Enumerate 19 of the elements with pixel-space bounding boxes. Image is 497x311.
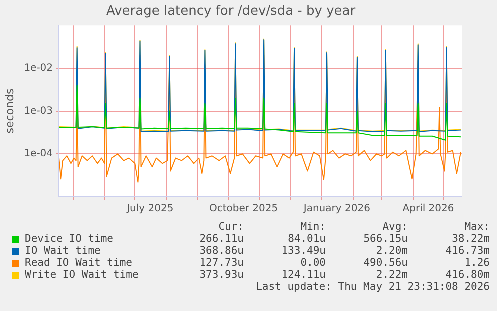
legend-label: IO Wait time	[25, 245, 101, 257]
text: 368.86u 133.49u 2.20m 416.73m	[200, 245, 490, 257]
x-tick-label: April 2026	[402, 204, 454, 215]
text: 373.93u 124.11u 2.22m 416.80m	[200, 269, 490, 281]
legend-label: Read IO Wait time	[25, 257, 132, 269]
text: 266.11u 84.01u 566.15u 38.22m	[200, 233, 490, 245]
legend-label: Device IO time	[25, 233, 114, 245]
text: Cur: Min: Avg: Max:	[218, 221, 490, 233]
y-tick-label: 1e-04	[24, 148, 54, 160]
text: 127.73u 0.00 490.56u 1.26	[200, 257, 490, 269]
text: Last update: Thu May 21 23:31:08 2026	[255, 281, 490, 293]
y-tick-label: 1e-02	[24, 63, 54, 74]
y-axis-title: seconds	[3, 88, 16, 134]
legend-label: Write IO Wait time	[25, 269, 139, 281]
x-tick-label: July 2025	[126, 204, 174, 215]
x-tick-label: January 2026	[302, 204, 370, 215]
y-tick-label: 1e-03	[24, 106, 54, 117]
chart-title: Average latency for /dev/sda - by year	[106, 4, 356, 20]
x-tick-label: October 2025	[209, 204, 278, 215]
